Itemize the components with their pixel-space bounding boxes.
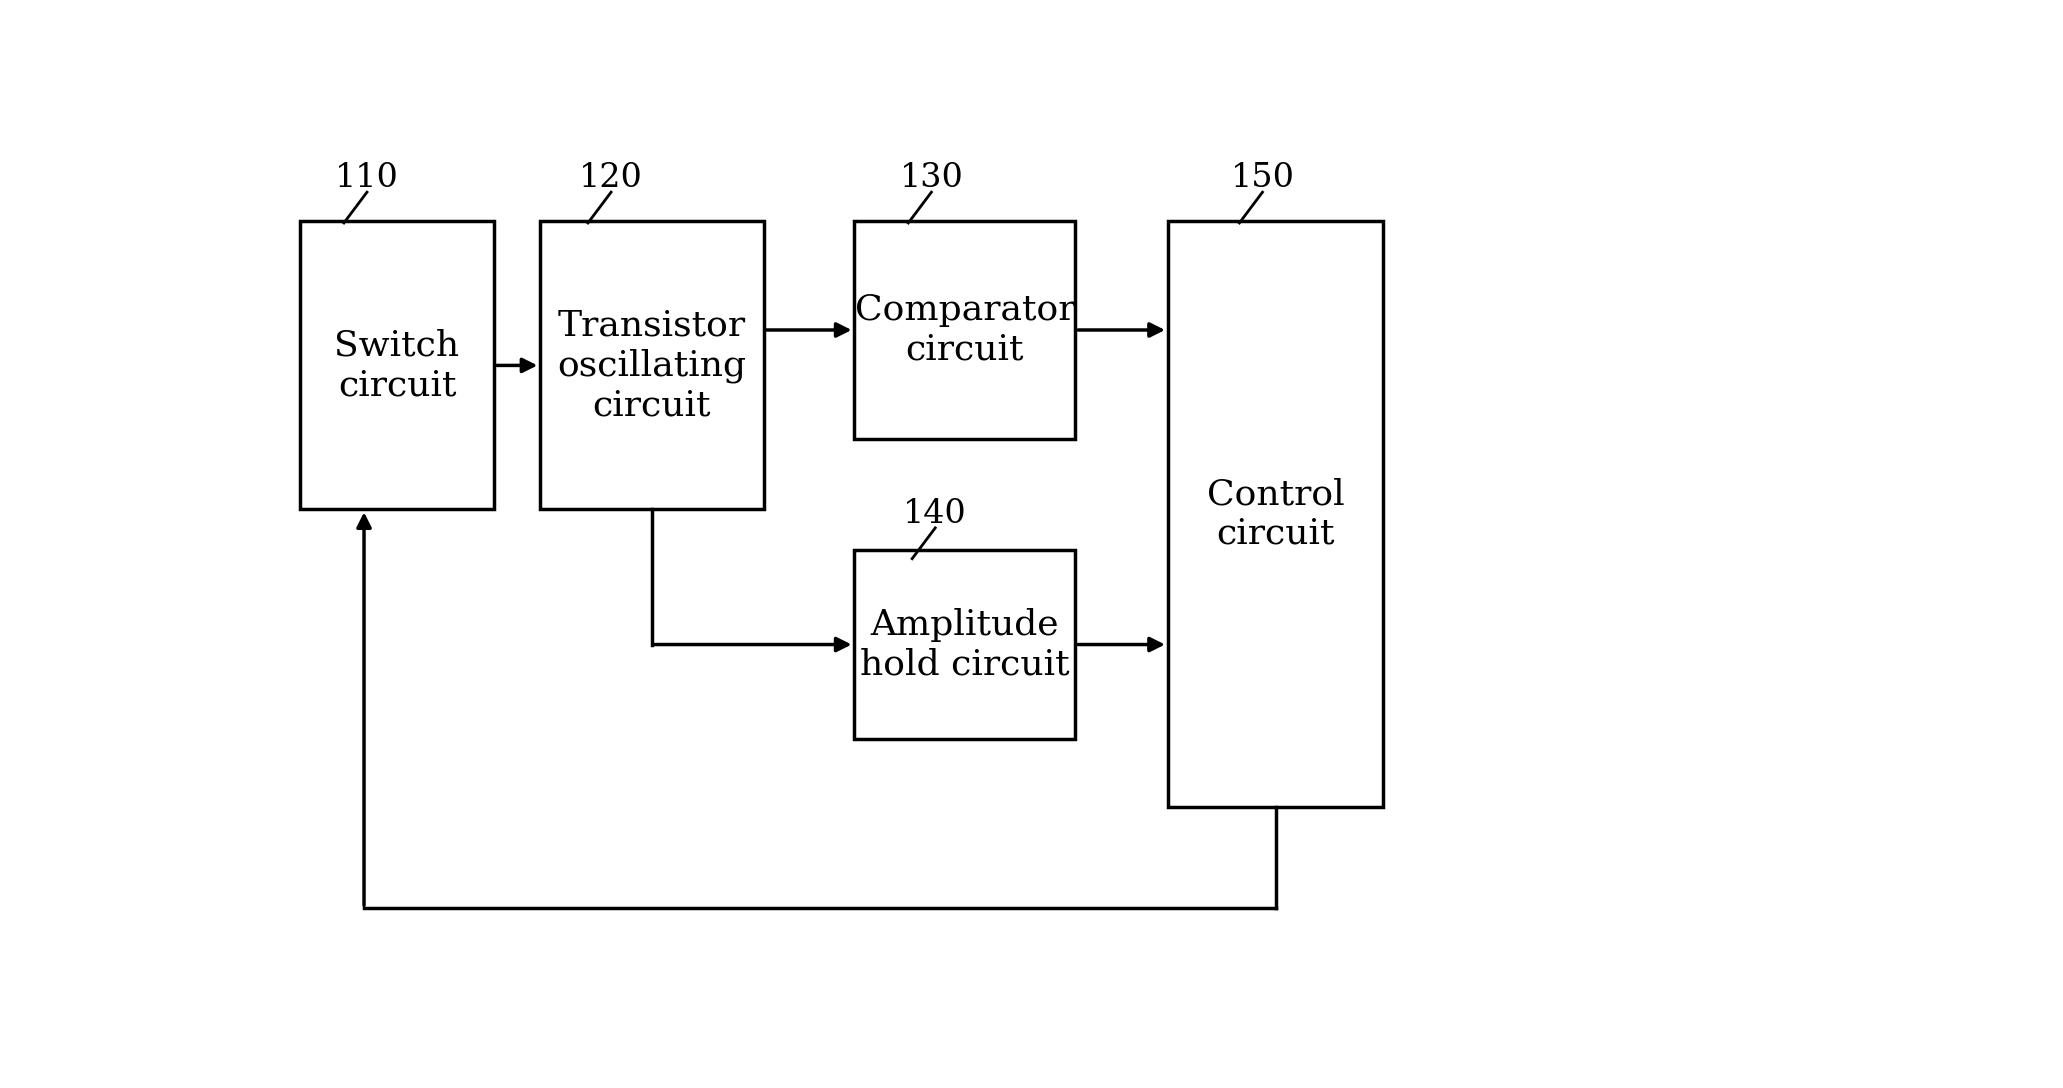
FancyBboxPatch shape (854, 551, 1075, 739)
FancyBboxPatch shape (299, 222, 493, 509)
Text: 130: 130 (899, 162, 963, 195)
Text: 150: 150 (1230, 162, 1294, 195)
Text: 140: 140 (904, 498, 968, 530)
FancyBboxPatch shape (1168, 222, 1384, 806)
Text: 120: 120 (580, 162, 644, 195)
Text: Amplitude
hold circuit: Amplitude hold circuit (860, 608, 1071, 681)
Text: Transistor
oscillating
circuit: Transistor oscillating circuit (557, 309, 747, 422)
FancyBboxPatch shape (541, 222, 763, 509)
Text: Comparator
circuit: Comparator circuit (854, 294, 1075, 367)
Text: 110: 110 (334, 162, 398, 195)
FancyBboxPatch shape (854, 222, 1075, 438)
Text: Switch
circuit: Switch circuit (334, 329, 460, 403)
Text: Control
circuit: Control circuit (1207, 478, 1345, 551)
